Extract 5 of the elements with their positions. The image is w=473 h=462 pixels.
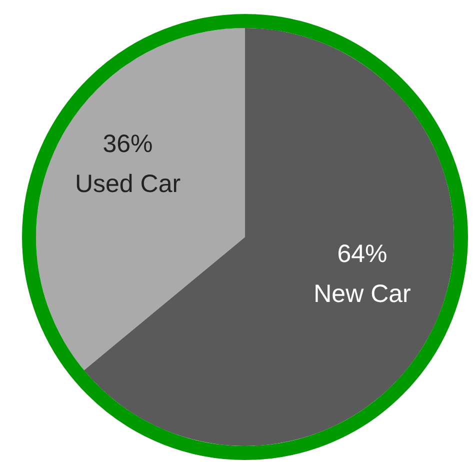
slice-label: Used Car xyxy=(74,170,181,198)
data-label: 64% xyxy=(337,240,388,268)
pie-slice xyxy=(36,28,245,370)
data-label: 36% xyxy=(102,130,153,158)
slice-label: New Car xyxy=(314,280,411,308)
